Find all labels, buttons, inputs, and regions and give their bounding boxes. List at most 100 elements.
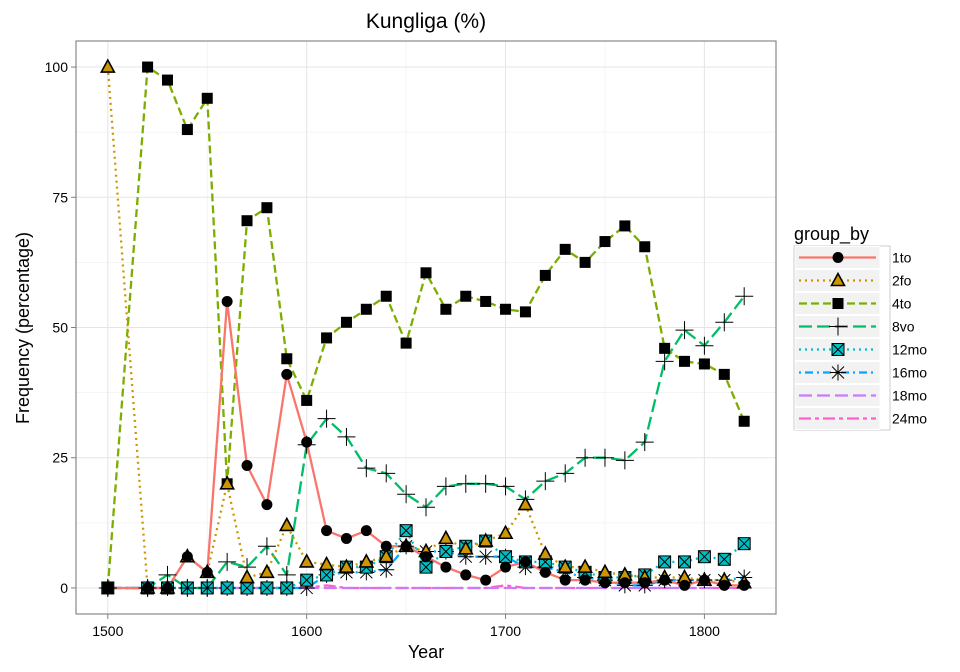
- data-point-8vo: [456, 474, 475, 493]
- data-point-1to: [460, 569, 472, 581]
- data-point-4to: [261, 202, 273, 214]
- legend-item-24mo: 24mo: [794, 407, 927, 430]
- data-point-12mo: [220, 581, 234, 595]
- legend-label-4to: 4to: [892, 296, 912, 312]
- data-point-4to: [161, 74, 173, 86]
- data-point-1to: [679, 579, 691, 591]
- legend-item-18mo: 18mo: [794, 384, 927, 407]
- legend-key-marker-16mo: [830, 364, 846, 381]
- legend-label-18mo: 18mo: [892, 388, 927, 404]
- legend-label-16mo: 16mo: [892, 365, 927, 381]
- data-point-2fo: [537, 545, 554, 560]
- data-point-1to: [201, 566, 213, 578]
- data-point-2fo: [438, 529, 454, 545]
- series-markers-4to: [102, 61, 750, 594]
- data-point-1to: [738, 579, 750, 591]
- data-point-12mo: [678, 555, 692, 569]
- data-point-4to: [360, 303, 372, 315]
- data-point-4to: [241, 215, 253, 227]
- legend-item-12mo: 12mo: [794, 338, 927, 361]
- x-tick-label: 1600: [291, 623, 322, 639]
- data-point-2fo: [219, 475, 235, 490]
- data-point-12mo: [737, 537, 751, 551]
- data-point-1to: [221, 295, 233, 307]
- data-point-12mo: [419, 560, 433, 574]
- data-point-8vo: [198, 578, 217, 597]
- x-tick-label: 1800: [689, 623, 720, 639]
- data-point-4to: [718, 368, 730, 380]
- data-point-4to: [181, 124, 193, 136]
- x-tick-label: 1700: [490, 623, 521, 639]
- y-tick-label: 50: [52, 320, 68, 336]
- data-point-1to: [161, 582, 173, 594]
- x-axis-ticks: 1500 1600 1700 1800: [92, 614, 720, 639]
- legend-item-16mo: 16mo: [794, 361, 927, 384]
- data-point-1to: [698, 574, 710, 586]
- data-point-1to: [261, 499, 273, 511]
- legend-label-24mo: 24mo: [892, 411, 927, 427]
- data-point-4to: [679, 355, 691, 367]
- data-point-4to: [579, 256, 591, 268]
- legend-item-2fo: 2fo: [794, 269, 912, 292]
- data-point-1to: [340, 532, 352, 544]
- data-point-8vo: [635, 433, 654, 452]
- legend: group_by 1to 2fo 4to 8vo 12mo 16mo 18mo 24mo: [793, 224, 927, 431]
- data-point-4to: [500, 303, 512, 315]
- data-point-1to: [659, 574, 671, 586]
- legend-item-8vo: 8vo: [794, 315, 915, 338]
- legend-item-1to: 1to: [794, 246, 912, 269]
- data-point-12mo: [240, 581, 254, 595]
- data-point-4to: [440, 303, 452, 315]
- series-line-8vo: [107, 295, 746, 590]
- data-point-2fo: [318, 555, 335, 571]
- data-point-4to: [698, 358, 710, 370]
- legend-key-marker-4to: [832, 298, 844, 309]
- data-point-1to: [519, 556, 531, 568]
- data-point-1to: [181, 551, 193, 563]
- data-point-8vo: [357, 459, 376, 478]
- data-point-2fo: [457, 540, 474, 555]
- data-point-2fo: [517, 495, 534, 511]
- data-point-8vo: [675, 321, 694, 340]
- data-point-4to: [380, 290, 392, 302]
- data-point-4to: [420, 267, 432, 279]
- series-markers: [98, 58, 754, 597]
- data-point-1to: [440, 561, 452, 573]
- data-point-1to: [380, 540, 392, 552]
- data-point-12mo: [300, 573, 314, 587]
- legend-label-12mo: 12mo: [892, 342, 927, 358]
- data-point-8vo: [218, 552, 237, 571]
- data-point-4to: [321, 332, 333, 344]
- data-point-4to: [639, 241, 651, 253]
- data-point-8vo: [655, 352, 674, 371]
- data-point-4to: [619, 220, 631, 232]
- data-point-8vo: [595, 448, 614, 467]
- data-point-8vo: [317, 409, 336, 428]
- y-tick-label: 25: [52, 450, 68, 466]
- data-point-2fo: [378, 548, 395, 563]
- data-point-4to: [599, 236, 611, 248]
- data-point-1to: [142, 582, 154, 594]
- data-point-12mo: [399, 524, 413, 538]
- legend-title: group_by: [794, 224, 869, 245]
- legend-label-1to: 1to: [892, 250, 912, 266]
- data-point-8vo: [377, 464, 396, 483]
- data-point-8vo: [536, 472, 555, 491]
- data-point-16mo: [378, 561, 395, 578]
- data-point-4to: [142, 61, 154, 73]
- data-point-1to: [241, 460, 253, 472]
- legend-key-bg: [794, 407, 881, 430]
- data-point-8vo: [735, 287, 754, 306]
- x-tick-label: 1500: [92, 623, 123, 639]
- data-point-2fo: [99, 58, 116, 73]
- y-axis-label: Frequency (percentage): [13, 232, 33, 424]
- data-point-16mo: [477, 548, 494, 565]
- data-point-8vo: [417, 498, 435, 517]
- data-point-2fo: [477, 532, 494, 547]
- data-point-8vo: [178, 578, 197, 597]
- data-point-4to: [460, 290, 472, 302]
- data-point-1to: [360, 525, 372, 537]
- data-point-8vo: [337, 427, 356, 446]
- data-point-8vo: [277, 565, 296, 584]
